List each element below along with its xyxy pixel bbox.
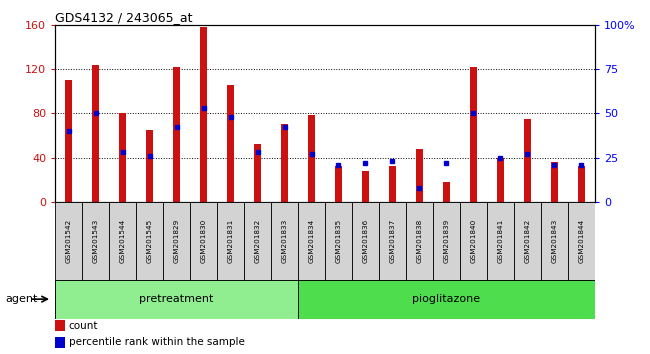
Bar: [389, 166, 396, 202]
Text: GSM201836: GSM201836: [363, 218, 369, 263]
Text: GSM201544: GSM201544: [120, 218, 125, 263]
Bar: [55, 280, 298, 319]
Bar: [460, 202, 487, 280]
Text: GSM201844: GSM201844: [578, 218, 584, 263]
Bar: [524, 119, 530, 202]
Bar: [362, 171, 369, 202]
Text: GSM201843: GSM201843: [551, 218, 557, 263]
Bar: [568, 202, 595, 280]
Bar: [433, 202, 460, 280]
Text: GSM201834: GSM201834: [309, 218, 315, 263]
Bar: [190, 202, 217, 280]
Text: GSM201840: GSM201840: [471, 218, 476, 263]
Text: GSM201543: GSM201543: [93, 218, 99, 263]
Bar: [55, 202, 83, 280]
Text: GSM201545: GSM201545: [147, 218, 153, 263]
Bar: [551, 162, 558, 202]
Bar: [443, 182, 450, 202]
Text: pretreatment: pretreatment: [140, 294, 214, 304]
Text: count: count: [69, 321, 98, 331]
Bar: [92, 65, 99, 202]
Bar: [66, 80, 72, 202]
Bar: [325, 202, 352, 280]
Text: pioglitazone: pioglitazone: [412, 294, 480, 304]
Text: GSM201832: GSM201832: [255, 218, 261, 263]
Bar: [281, 124, 288, 202]
Bar: [406, 202, 433, 280]
Text: GSM201833: GSM201833: [281, 218, 287, 263]
Text: percentile rank within the sample: percentile rank within the sample: [69, 337, 244, 347]
Bar: [416, 149, 422, 202]
Bar: [352, 202, 379, 280]
Bar: [335, 166, 342, 202]
Bar: [146, 130, 153, 202]
Text: agent: agent: [5, 294, 38, 304]
Bar: [497, 158, 504, 202]
Bar: [578, 166, 584, 202]
Text: GSM201839: GSM201839: [443, 218, 449, 263]
Bar: [271, 202, 298, 280]
Bar: [514, 202, 541, 280]
Bar: [120, 113, 126, 202]
Bar: [298, 202, 325, 280]
Bar: [244, 202, 271, 280]
Bar: [470, 67, 476, 202]
Bar: [55, 320, 65, 331]
Text: GSM201841: GSM201841: [497, 218, 503, 263]
Text: GSM201830: GSM201830: [201, 218, 207, 263]
Bar: [227, 85, 234, 202]
Text: GSM201838: GSM201838: [417, 218, 423, 263]
Bar: [200, 27, 207, 202]
Bar: [55, 337, 65, 348]
Text: GSM201829: GSM201829: [174, 218, 179, 263]
Bar: [379, 202, 406, 280]
Bar: [174, 67, 180, 202]
Bar: [254, 144, 261, 202]
Text: GDS4132 / 243065_at: GDS4132 / 243065_at: [55, 11, 193, 24]
Text: GSM201842: GSM201842: [525, 218, 530, 263]
Bar: [487, 202, 514, 280]
Text: GSM201837: GSM201837: [389, 218, 395, 263]
Text: GSM201542: GSM201542: [66, 218, 72, 263]
Bar: [82, 202, 109, 280]
Bar: [163, 202, 190, 280]
Bar: [541, 202, 568, 280]
Bar: [308, 115, 315, 202]
Bar: [217, 202, 244, 280]
Bar: [109, 202, 136, 280]
Text: GSM201831: GSM201831: [227, 218, 233, 263]
Bar: [298, 280, 595, 319]
Bar: [136, 202, 163, 280]
Text: GSM201835: GSM201835: [335, 218, 341, 263]
